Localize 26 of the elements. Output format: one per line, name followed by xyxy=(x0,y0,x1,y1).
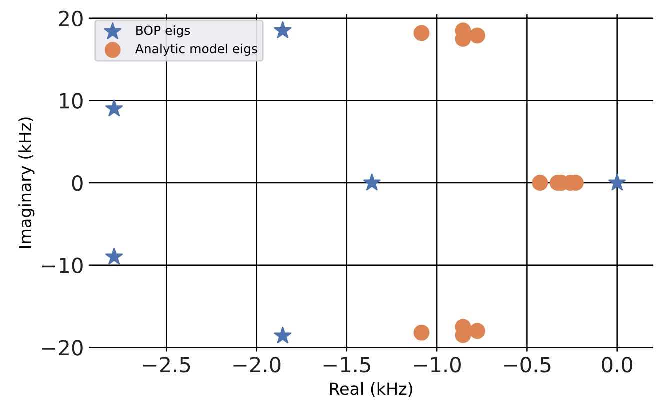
point xyxy=(414,324,430,341)
x-tick-label: −2.5 xyxy=(144,356,190,373)
y-tick-label: 10 xyxy=(60,93,83,109)
point xyxy=(363,174,381,191)
x-axis-title: Real (kHz) xyxy=(330,382,412,398)
legend-label: Analytic model eigs xyxy=(135,44,258,56)
x-tick-label: −1.5 xyxy=(324,357,370,373)
y-tick-label: −20 xyxy=(42,340,83,356)
x-tick-label: −2.0 xyxy=(234,356,281,373)
legend-label: BOP eigs xyxy=(136,26,190,38)
point xyxy=(274,22,292,38)
point xyxy=(414,25,430,42)
x-tick-label: −0.5 xyxy=(504,356,551,373)
point xyxy=(106,248,124,265)
y-axis-title: Imaginary (kHz) xyxy=(18,118,35,248)
point xyxy=(532,175,548,192)
point xyxy=(106,100,124,117)
point xyxy=(469,323,486,340)
x-tick-label: −1.0 xyxy=(414,356,461,373)
y-tick-label: −10 xyxy=(42,258,83,274)
y-tick-label: 20 xyxy=(59,10,83,27)
point xyxy=(608,174,626,191)
point xyxy=(469,28,486,44)
point xyxy=(274,326,292,344)
y-tick-label: 0 xyxy=(72,175,83,192)
x-tick-label: 0.0 xyxy=(602,356,633,373)
